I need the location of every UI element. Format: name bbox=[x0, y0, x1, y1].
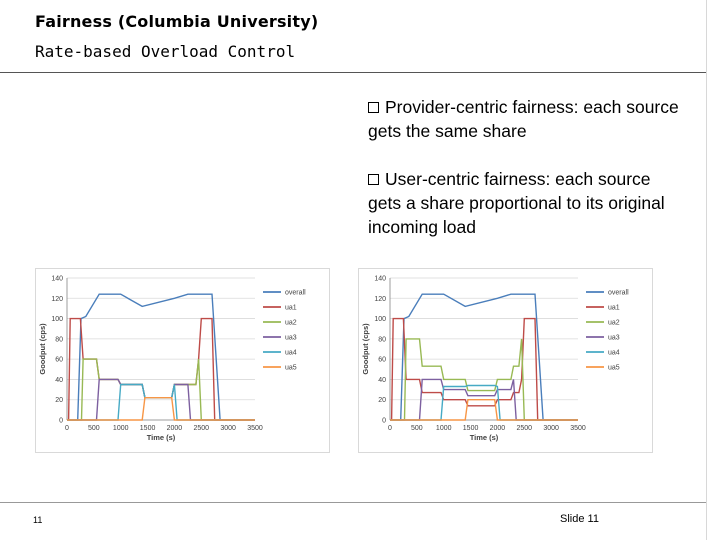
legend-label-overall: overall bbox=[285, 290, 306, 297]
y-tick-label: 60 bbox=[55, 357, 63, 364]
series-line-overall bbox=[67, 293, 255, 421]
legend-label-ua3: ua3 bbox=[608, 335, 620, 342]
y-tick-label: 120 bbox=[374, 296, 386, 303]
series-line-ua5 bbox=[67, 397, 255, 421]
y-tick-label: 100 bbox=[374, 316, 386, 323]
x-tick-label: 3000 bbox=[543, 425, 559, 432]
x-tick-label: 1000 bbox=[113, 425, 129, 432]
legend-label-ua2: ua2 bbox=[608, 320, 620, 327]
x-tick-label: 1500 bbox=[140, 425, 156, 432]
series-line-ua1 bbox=[390, 317, 578, 421]
slide-number-label: Slide 11 bbox=[560, 513, 599, 525]
y-tick-label: 0 bbox=[59, 418, 63, 425]
y-axis-label: Goodput (cps) bbox=[361, 323, 370, 375]
bullet-provider-centric: Provider-centric fairness: each source g… bbox=[368, 95, 688, 143]
x-tick-label: 500 bbox=[411, 425, 423, 432]
series-line-ua2 bbox=[390, 338, 578, 421]
x-tick-label: 2500 bbox=[516, 425, 532, 432]
x-tick-label: 500 bbox=[88, 425, 100, 432]
y-tick-label: 40 bbox=[378, 377, 386, 384]
x-tick-label: 1500 bbox=[463, 425, 479, 432]
x-tick-label: 3500 bbox=[570, 425, 586, 432]
y-tick-label: 120 bbox=[51, 296, 63, 303]
legend-label-ua1: ua1 bbox=[285, 305, 297, 312]
legend-label-ua5: ua5 bbox=[608, 365, 620, 372]
x-tick-label: 0 bbox=[65, 425, 69, 432]
y-tick-label: 20 bbox=[55, 397, 63, 404]
bullet-text: Provider-centric fairness: each source g… bbox=[368, 97, 679, 141]
legend-label-ua4: ua4 bbox=[608, 350, 620, 357]
footer-divider bbox=[0, 502, 706, 503]
slide-title: Fairness (Columbia University) bbox=[35, 12, 319, 31]
slide-subtitle: Rate-based Overload Control bbox=[35, 42, 296, 61]
chart-frame bbox=[35, 268, 330, 453]
x-tick-label: 3000 bbox=[220, 425, 236, 432]
y-tick-label: 0 bbox=[382, 418, 386, 425]
slide-edge-line bbox=[706, 0, 707, 540]
series-line-ua5 bbox=[390, 399, 578, 421]
series-line-ua4 bbox=[390, 384, 578, 421]
chart-user-centric: 0 20 40 60 80 100 120 140 0 500 1000 1500 2000 2500 30… bbox=[358, 268, 653, 453]
legend-label-ua3: ua3 bbox=[285, 335, 297, 342]
checkbox-bullet-icon bbox=[368, 174, 379, 185]
x-tick-label: 2500 bbox=[193, 425, 209, 432]
y-tick-label: 20 bbox=[378, 397, 386, 404]
page-number: 11 bbox=[33, 515, 43, 525]
chart-provider-centric: 0 20 40 60 80 100 120 140 0 500 1000 1500 2000 2500 30… bbox=[35, 268, 330, 453]
legend-label-overall: overall bbox=[608, 290, 629, 297]
x-tick-label: 2000 bbox=[490, 425, 506, 432]
y-tick-label: 140 bbox=[51, 276, 63, 283]
bullet-text: User-centric fairness: each source gets … bbox=[368, 169, 665, 237]
x-axis-label: Time (s) bbox=[147, 433, 176, 442]
y-tick-label: 80 bbox=[55, 336, 63, 343]
chart-frame bbox=[358, 268, 653, 453]
y-tick-label: 60 bbox=[378, 357, 386, 364]
y-axis-label: Goodput (cps) bbox=[38, 323, 47, 375]
title-divider bbox=[0, 72, 706, 73]
x-tick-label: 0 bbox=[388, 425, 392, 432]
legend-label-ua1: ua1 bbox=[608, 305, 620, 312]
x-axis-label: Time (s) bbox=[470, 433, 499, 442]
x-tick-label: 1000 bbox=[436, 425, 452, 432]
y-tick-label: 80 bbox=[378, 336, 386, 343]
legend-label-ua4: ua4 bbox=[285, 350, 297, 357]
legend-label-ua2: ua2 bbox=[285, 320, 297, 327]
y-tick-label: 140 bbox=[374, 276, 386, 283]
x-tick-label: 2000 bbox=[167, 425, 183, 432]
y-tick-label: 40 bbox=[55, 377, 63, 384]
series-line-ua3 bbox=[390, 378, 578, 421]
legend-label-ua5: ua5 bbox=[285, 365, 297, 372]
x-tick-label: 3500 bbox=[247, 425, 263, 432]
checkbox-bullet-icon bbox=[368, 102, 379, 113]
bullet-user-centric: User-centric fairness: each source gets … bbox=[368, 167, 688, 239]
y-tick-label: 100 bbox=[51, 316, 63, 323]
